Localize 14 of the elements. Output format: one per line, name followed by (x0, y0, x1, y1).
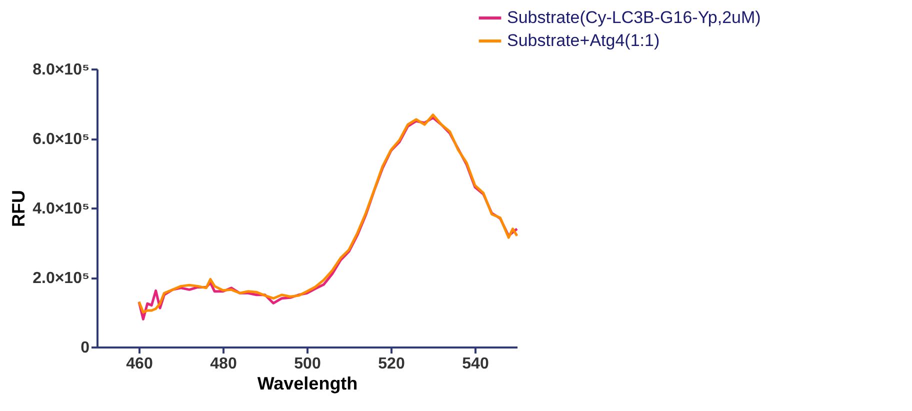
y-axis-title: RFU (8, 190, 29, 227)
x-tick-label: 520 (378, 356, 405, 372)
y-tick-label: 2.0×10⁵ (32, 270, 90, 287)
y-tick-label: 4.0×10⁵ (32, 200, 90, 218)
y-tick-label: 8.0×10⁵ (32, 62, 90, 78)
x-tick-label: 480 (210, 356, 237, 372)
y-tick-label: 0 (80, 340, 90, 356)
legend-label: Substrate(Cy-LC3B-G16-Yp,2uM) (507, 8, 761, 27)
x-tick-label: 540 (462, 356, 489, 372)
x-tick-label: 460 (126, 356, 153, 372)
y-tick-label: 6.0×10⁵ (32, 131, 90, 148)
x-tick-label: 500 (294, 356, 321, 372)
x-axis-title: Wavelength (257, 374, 358, 394)
legend-label: Substrate+Atg4(1:1) (507, 31, 660, 50)
